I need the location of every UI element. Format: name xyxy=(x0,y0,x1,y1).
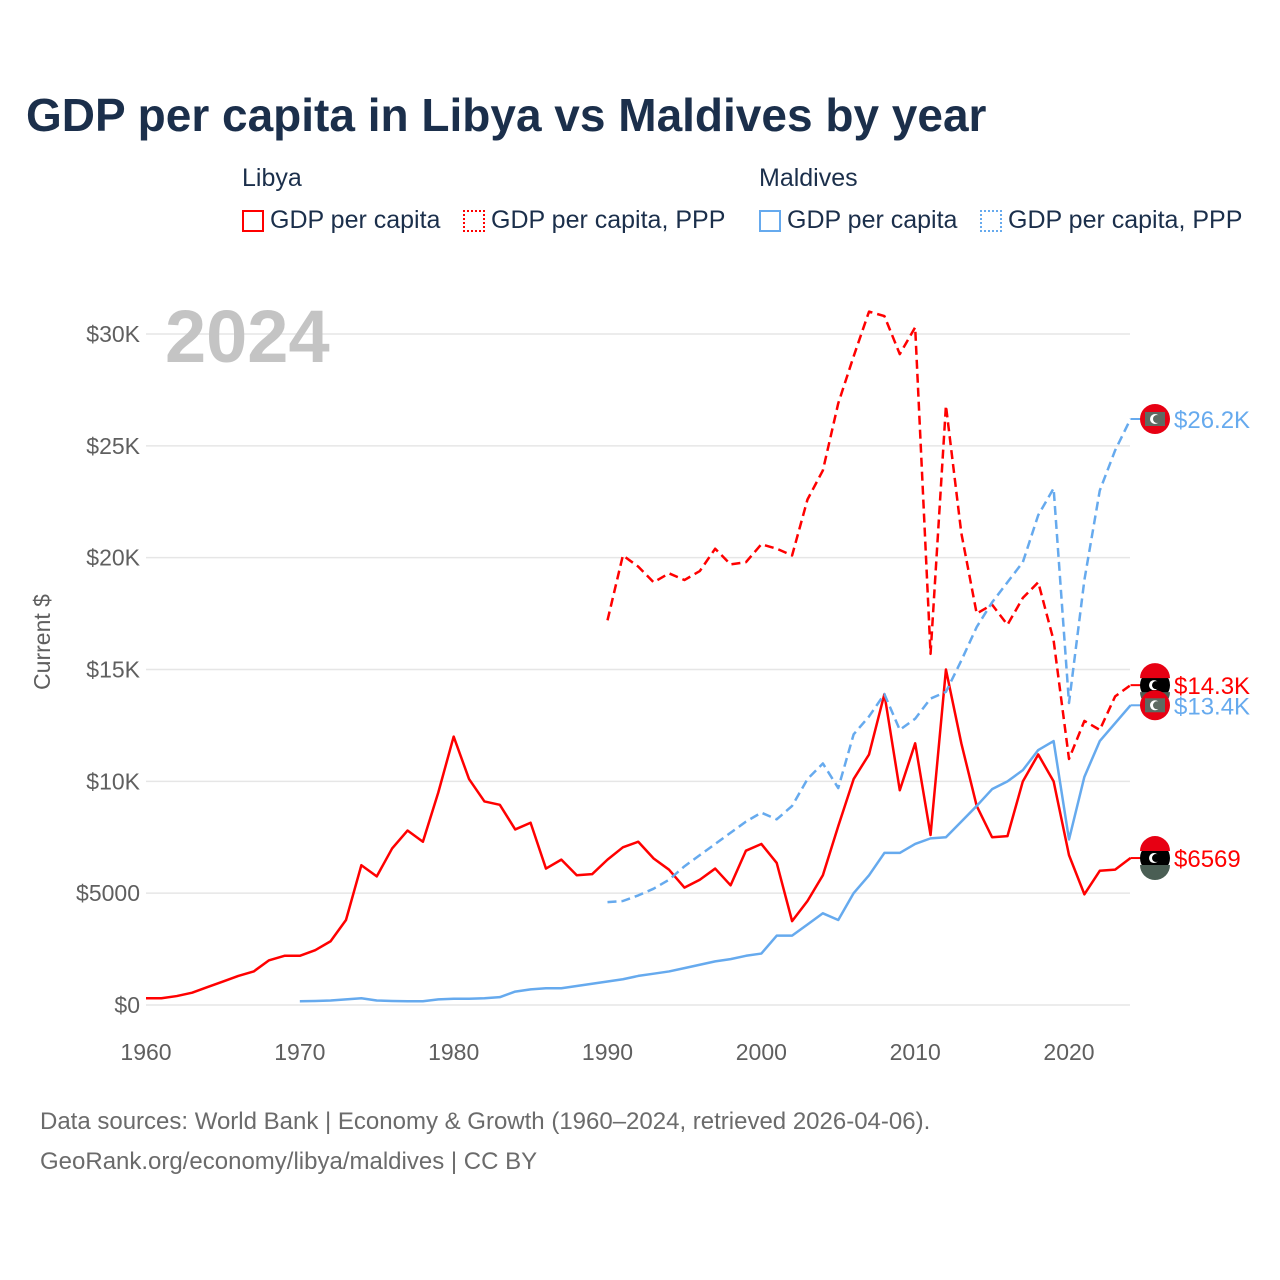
y-tick-label: $10K xyxy=(86,768,140,794)
end-value-label: $26.2K xyxy=(1174,407,1250,434)
end-value-label: $14.3K xyxy=(1174,673,1250,700)
legend-label: GDP per capita xyxy=(787,206,958,234)
end-value-label: $13.4K xyxy=(1174,693,1250,720)
libya-flag-icon xyxy=(1140,836,1170,881)
series-line-libya-gdp-per-capita-ppp xyxy=(606,310,1132,761)
series-line-libya-gdp-per-capita xyxy=(146,668,1132,1000)
series-line-maldives-gdp-per-capita-ppp xyxy=(607,418,1132,904)
y-tick-label: $25K xyxy=(86,433,140,459)
dotted-swatch-icon xyxy=(463,209,485,232)
y-tick-label: $0 xyxy=(114,992,140,1018)
x-tick-label: 1970 xyxy=(274,1039,325,1065)
y-tick-label: $30K xyxy=(86,321,140,347)
legend-maldives-ppp[interactable]: GDP per capita, PPP xyxy=(980,206,1242,235)
legend-libya-gdp[interactable]: GDP per capita xyxy=(242,206,440,235)
x-tick-label: 1960 xyxy=(120,1039,171,1065)
x-tick-label: 2020 xyxy=(1043,1039,1094,1065)
solid-swatch-icon xyxy=(242,209,264,232)
series-line-maldives-gdp-per-capita xyxy=(299,704,1132,1003)
legend-group-libya: Libya xyxy=(242,164,302,192)
legend-libya-ppp[interactable]: GDP per capita, PPP xyxy=(463,206,725,235)
dotted-swatch-icon xyxy=(980,209,1002,232)
footer-link[interactable]: GeoRank.org/economy/libya/maldives | CC … xyxy=(40,1148,538,1175)
x-tick-label: 1990 xyxy=(582,1039,633,1065)
y-tick-label: $5000 xyxy=(76,880,140,906)
maldives-flag-icon xyxy=(1140,690,1170,721)
y-tick-label: $15K xyxy=(86,657,140,683)
legend-label: GDP per capita xyxy=(270,206,441,234)
legend-label: GDP per capita, PPP xyxy=(491,206,726,234)
maldives-flag-icon xyxy=(1140,403,1170,434)
legend-maldives-gdp[interactable]: GDP per capita xyxy=(759,206,957,235)
y-axis-label: Current $ xyxy=(29,594,55,690)
y-tick-label: $20K xyxy=(86,545,140,571)
x-tick-label: 1980 xyxy=(428,1039,479,1065)
end-value-label: $6569 xyxy=(1174,846,1241,873)
footer-sources: Data sources: World Bank | Economy & Gro… xyxy=(40,1108,931,1135)
solid-swatch-icon xyxy=(759,209,781,232)
chart-title: GDP per capita in Libya vs Maldives by y… xyxy=(26,89,987,141)
x-tick-label: 2010 xyxy=(890,1039,941,1065)
x-tick-label: 2000 xyxy=(736,1039,787,1065)
year-watermark: 2024 xyxy=(165,295,330,378)
legend-group-maldives: Maldives xyxy=(759,164,858,192)
legend-label: GDP per capita, PPP xyxy=(1008,206,1243,234)
